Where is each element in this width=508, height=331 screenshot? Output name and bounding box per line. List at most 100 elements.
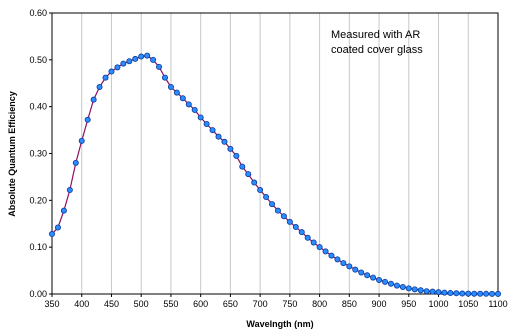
qe-data-point [126, 58, 133, 65]
y-axis-title: Absolute Quantum Efficiency [7, 91, 17, 217]
qe-data-point [84, 116, 91, 123]
qe-data-point [382, 278, 389, 285]
annotation-line-1: Measured with AR [331, 29, 420, 41]
qe-data-point [399, 283, 406, 290]
qe-data-point [120, 60, 127, 67]
qe-data-point [197, 114, 204, 121]
qe-data-point [251, 179, 258, 186]
qe-data-point [441, 289, 448, 296]
qe-data-point [489, 290, 496, 297]
ticks-layer: 350 400 450 500 550 600 650 700 750 800 850 900 950 1… [29, 8, 507, 309]
qe-data-point [411, 286, 418, 293]
qe-data-point [316, 244, 323, 251]
x-tick-label: 600 [193, 299, 208, 309]
qe-data-point [376, 276, 383, 283]
qe-data-point [102, 74, 109, 81]
qe-data-point [54, 224, 61, 231]
axes-layer [51, 12, 499, 295]
x-tick-label: 500 [134, 299, 149, 309]
qe-data-point [108, 68, 115, 75]
qe-data-point [90, 96, 97, 103]
qe-data-point [191, 106, 198, 113]
y-tick-label: 0.10 [29, 242, 47, 252]
qe-data-point [60, 207, 67, 214]
qe-data-point [245, 171, 252, 178]
qe-data-point [393, 282, 400, 289]
y-tick-label: 0.20 [29, 195, 47, 205]
qe-data-point [263, 194, 270, 201]
qe-data-point [66, 187, 73, 194]
qe-data-point [298, 229, 305, 236]
points-layer [49, 52, 501, 297]
qe-data-point [161, 74, 168, 81]
qe-data-point [465, 290, 472, 297]
x-tick-label: 1100 [488, 299, 507, 309]
grid-layer [81, 13, 469, 294]
qe-data-point [269, 201, 276, 208]
qe-data-point [286, 218, 293, 225]
qe-data-point [274, 207, 281, 214]
qe-data-point [138, 53, 145, 60]
qe-data-point [144, 52, 151, 59]
qe-data-point [280, 213, 287, 220]
qe-data-point [352, 266, 359, 273]
x-axis-title: Wavelngth (nm) [246, 319, 313, 329]
qe-data-point [358, 269, 365, 276]
qe-data-point [328, 252, 335, 259]
x-tick-label: 700 [253, 299, 268, 309]
qe-data-point [364, 272, 371, 279]
qe-data-point [179, 95, 186, 102]
qe-data-point [215, 133, 222, 140]
x-tick-label: 450 [104, 299, 119, 309]
qe-data-point [233, 152, 240, 159]
qe-data-point [132, 55, 139, 62]
qe-data-point [447, 290, 454, 297]
qe-data-point [78, 137, 85, 144]
qe-data-point [185, 101, 192, 108]
qe-data-point [72, 159, 79, 166]
y-tick-label: 0.30 [29, 149, 47, 159]
x-tick-label: 400 [74, 299, 89, 309]
qe-data-point [221, 138, 228, 145]
qe-data-point [435, 289, 442, 296]
qe-data-point [340, 260, 347, 267]
x-tick-label: 650 [223, 299, 238, 309]
qe-data-point [227, 145, 234, 152]
plot-frame [51, 12, 499, 295]
qe-data-point [370, 274, 377, 281]
qe-data-point [150, 56, 157, 63]
y-tick-label: 0.60 [29, 8, 47, 18]
qe-data-point [96, 84, 103, 91]
x-tick-label: 850 [342, 299, 357, 309]
x-tick-label: 800 [312, 299, 327, 309]
qe-data-point [334, 256, 341, 263]
x-tick-label: 1050 [458, 299, 478, 309]
annotation-line-2: coated cover glass [331, 44, 423, 56]
qe-data-point [417, 287, 424, 294]
series-layer [51, 54, 499, 295]
qe-data-point [494, 290, 501, 297]
x-tick-label: 750 [282, 299, 297, 309]
qe-data-point [304, 234, 311, 241]
qe-data-point [459, 290, 466, 297]
qe-data-point [471, 290, 478, 297]
qe-data-point [257, 187, 264, 194]
y-tick-label: 0.00 [29, 289, 47, 299]
qe-data-point [423, 288, 430, 295]
qe-data-point [477, 290, 484, 297]
qe-data-point [453, 290, 460, 297]
qe-data-point [483, 290, 490, 297]
x-tick-label: 1000 [429, 299, 449, 309]
y-tick-label: 0.40 [29, 102, 47, 112]
x-tick-label: 950 [401, 299, 416, 309]
qe-data-point [405, 285, 412, 292]
qe-data-point [49, 231, 56, 238]
qe-data-point [156, 63, 163, 70]
qe-data-point [322, 248, 329, 255]
qe-data-point [167, 84, 174, 91]
qe-data-point [209, 127, 216, 134]
x-tick-label: 550 [163, 299, 178, 309]
qe-data-point [310, 239, 317, 246]
